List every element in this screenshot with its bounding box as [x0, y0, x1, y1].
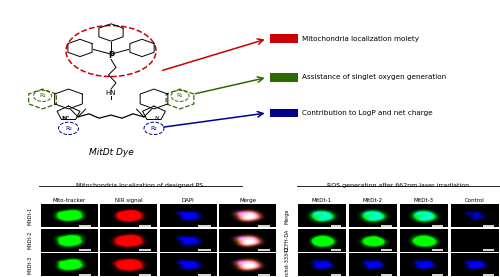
- Text: MitDt-2: MitDt-2: [363, 198, 383, 202]
- Text: R₁: R₁: [39, 93, 46, 98]
- Text: R₁: R₁: [176, 93, 184, 98]
- Text: Assistance of singlet oxygen generation: Assistance of singlet oxygen generation: [302, 74, 446, 80]
- Text: MitDt-1: MitDt-1: [27, 207, 32, 225]
- Text: Merge: Merge: [284, 208, 290, 224]
- Text: Mitochondria localization of designed PS: Mitochondria localization of designed PS: [76, 183, 202, 188]
- Text: N⁺: N⁺: [62, 116, 70, 121]
- Text: R₂: R₂: [65, 126, 72, 131]
- Text: Control: Control: [464, 198, 484, 202]
- Text: Mito-tracker: Mito-tracker: [52, 198, 86, 202]
- Text: Contribution to LogP and net charge: Contribution to LogP and net charge: [302, 110, 433, 116]
- Text: MitDt-2: MitDt-2: [27, 231, 32, 249]
- Text: MitDt Dye: MitDt Dye: [88, 148, 134, 157]
- FancyBboxPatch shape: [270, 73, 297, 82]
- Text: N: N: [154, 116, 159, 121]
- Text: P: P: [108, 51, 114, 60]
- Text: MitDt-3: MitDt-3: [27, 256, 32, 274]
- Text: Hoechst-33342: Hoechst-33342: [284, 246, 290, 277]
- Text: Merge: Merge: [239, 198, 256, 202]
- Text: Mitochondria localization moiety: Mitochondria localization moiety: [302, 36, 420, 42]
- Text: HN: HN: [106, 90, 117, 96]
- Text: DAPI: DAPI: [182, 198, 194, 202]
- Text: MitDt-1: MitDt-1: [312, 198, 332, 202]
- FancyBboxPatch shape: [270, 109, 297, 117]
- FancyBboxPatch shape: [270, 34, 297, 43]
- Text: MitDt-3: MitDt-3: [414, 198, 434, 202]
- Text: R₂: R₂: [150, 126, 158, 131]
- Text: NIR signal: NIR signal: [114, 198, 142, 202]
- Text: ROS generation after 662nm laser irradiation: ROS generation after 662nm laser irradia…: [327, 183, 470, 188]
- Text: DCFH-DA: DCFH-DA: [284, 229, 290, 252]
